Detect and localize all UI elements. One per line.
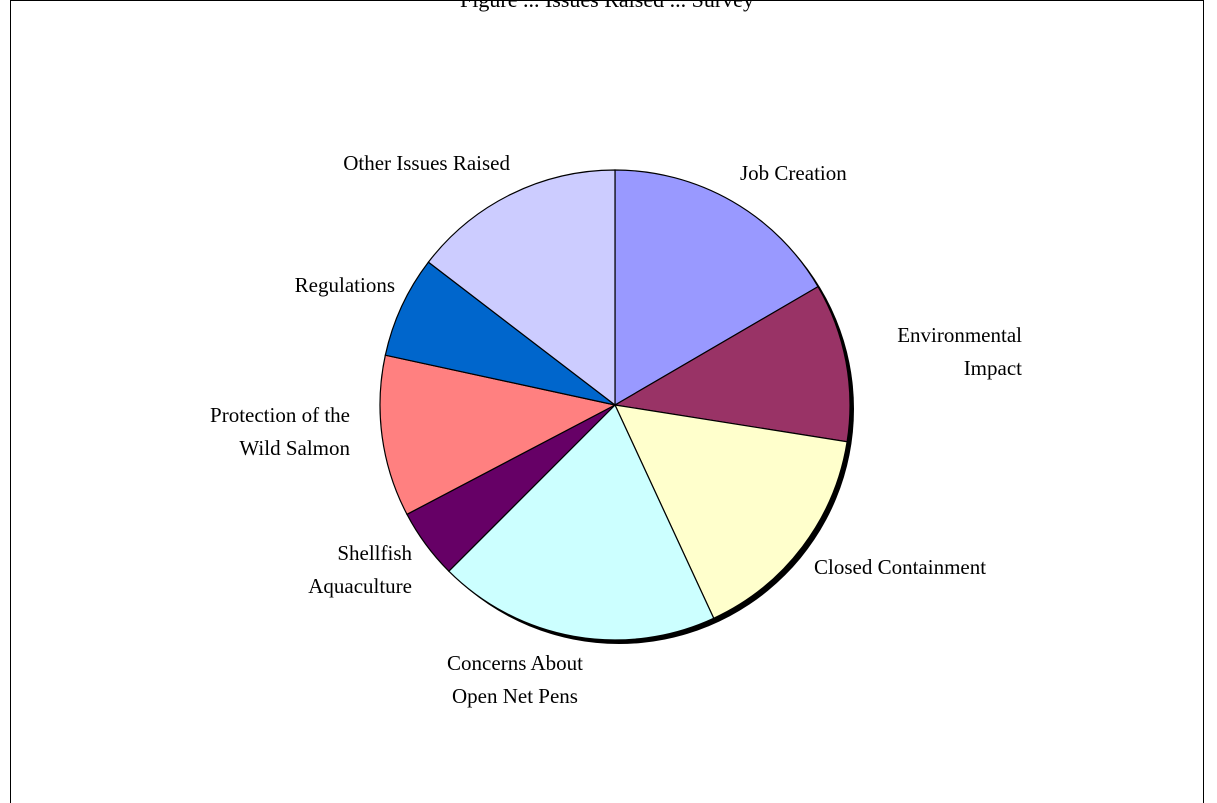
pie-slice-environmental-impact <box>613 285 851 443</box>
pie-slice-other-issues-raised <box>427 169 616 407</box>
pie-slice-protection-of-the-wild-salmon <box>379 354 617 516</box>
pie-slice-job-creation <box>614 169 819 407</box>
slice-label-shellfish-aquaculture: Shellfish Aquaculture <box>308 541 412 598</box>
slice-label-closed-containment: Closed Containment <box>814 555 986 579</box>
slice-label-concerns-about-open-net-pens: Concerns About Open Net Pens <box>447 651 583 708</box>
slice-label-regulations: Regulations <box>295 273 395 297</box>
chart-frame: Figure ... Issues Raised ... Survey <box>10 0 1204 803</box>
slice-label-job-creation: Job Creation <box>740 161 847 185</box>
clipped-figure-caption: Figure ... Issues Raised ... Survey <box>11 1 1203 13</box>
pie-slice-concerns-about-open-net-pens <box>447 403 715 641</box>
slice-label-protection-of-the-wild-salmon: Protection of the Wild Salmon <box>210 403 350 460</box>
pie-slice-closed-containment <box>613 404 848 620</box>
slice-label-other-issues-raised: Other Issues Raised <box>343 151 510 175</box>
slice-label-environmental-impact: Environmental Impact <box>897 323 1022 380</box>
pie-slice-regulations <box>384 261 616 406</box>
